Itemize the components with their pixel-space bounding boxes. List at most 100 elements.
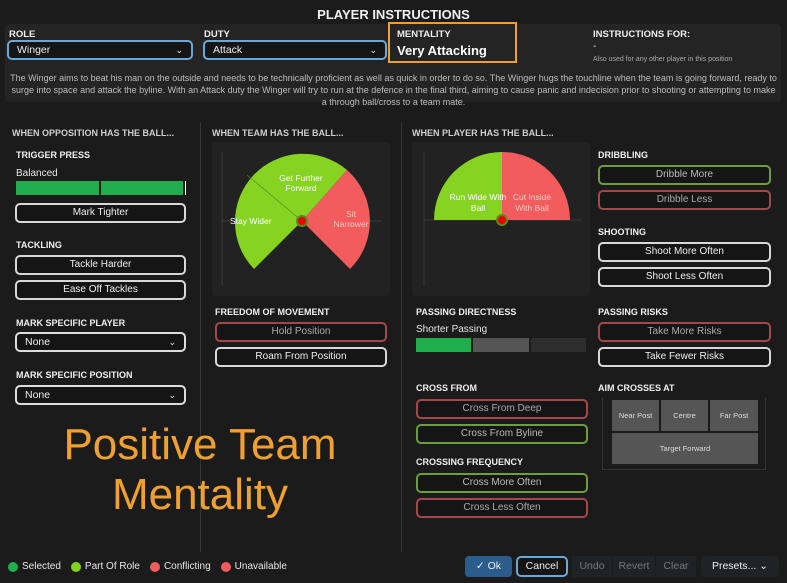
dot-icon [149,561,160,572]
instructions-for-note: Also used for any other player in this p… [593,56,733,63]
run-wide-option[interactable]: Run Wide With Ball [449,192,507,213]
watermark: Positive Team Mentality [20,420,380,520]
player-dribble-wheel[interactable] [412,142,590,296]
watermark-line: Positive Team [63,420,337,469]
trigger-press-label: TRIGGER PRESS [16,150,91,160]
mark-tighter-button[interactable]: Mark Tighter [15,203,186,223]
player-marker [496,214,508,226]
mark-position-label: MARK SPECIFIC POSITION [16,370,133,380]
shooting-label: SHOOTING [598,227,647,237]
aim-crosses-label: AIM CROSSES AT [598,383,675,393]
mark-position-select[interactable]: None ⌄ [15,385,186,405]
divider [401,122,402,552]
cancel-button[interactable]: Cancel [516,556,568,577]
hold-position-button[interactable]: Hold Position [215,322,387,342]
roam-from-position-button[interactable]: Roam From Position [215,347,387,367]
wedge-red[interactable] [502,152,570,220]
dribble-more-button[interactable]: Dribble More [598,165,771,185]
divider [200,122,201,552]
goal-area [602,398,766,470]
cross-from-label: CROSS FROM [416,383,478,393]
tackling-label: TACKLING [16,240,62,250]
trigger-press-slider[interactable] [16,181,186,195]
near-post-option[interactable]: Near Post [612,400,659,431]
passing-directness-value: Shorter Passing [416,324,488,335]
revert-button[interactable]: Revert [613,556,655,577]
freedom-label: FREEDOM OF MOVEMENT [215,307,330,317]
clear-button[interactable]: Clear [656,556,696,577]
opposition-ball-header: WHEN OPPOSITION HAS THE BALL... [12,128,175,138]
team-movement-wheel[interactable] [212,142,390,296]
sit-narrower-option[interactable]: Sit Narrower [333,209,369,229]
cross-from-deep-button[interactable]: Cross From Deep [416,399,588,419]
shoot-less-often-button[interactable]: Shoot Less Often [598,267,771,287]
far-post-option[interactable]: Far Post [710,400,758,431]
legend-label: Selected [22,561,61,572]
player-marker [296,215,308,227]
legend-label: Conflicting [163,561,211,572]
wedge-red[interactable] [302,170,370,269]
ok-button[interactable]: ✓ Ok [465,556,512,577]
dribbling-label: DRIBBLING [598,150,648,160]
watermark-line: Mentality [111,470,289,519]
centre-option[interactable]: Centre [661,400,708,431]
mark-player-select[interactable]: None ⌄ [15,332,186,352]
mark-player-value: None [25,336,51,348]
dot-icon [8,561,18,572]
instructions-for-label: INSTRUCTIONS FOR: [593,29,691,40]
ease-off-tackles-button[interactable]: Ease Off Tackles [15,280,186,300]
duty-select[interactable]: Attack ⌄ [203,40,387,60]
mentality-value: Very Attacking [397,43,487,58]
check-icon: ✓ [475,560,488,572]
dot-icon [220,561,231,572]
take-fewer-risks-button[interactable]: Take Fewer Risks [598,347,771,367]
header-panel [5,24,781,102]
legend-unavailable: Unavailable [220,561,287,572]
wedge-green[interactable] [434,152,502,220]
crossing-frequency-label: CROSSING FREQUENCY [416,457,524,467]
wheel-svg [423,152,582,286]
duty-label: DUTY [204,29,230,40]
dialog-title: PLAYER INSTRUCTIONS [317,7,470,22]
player-ball-header: WHEN PLAYER HAS THE BALL... [412,128,554,138]
aim-crosses-grid: Near Post Centre Far Post Target Forward [612,400,758,464]
shoot-more-often-button[interactable]: Shoot More Often [598,242,771,262]
get-further-forward-option[interactable]: Get Further Forward [279,173,323,193]
cross-more-often-button[interactable]: Cross More Often [416,473,588,493]
chevron-down-icon: ⌄ [759,560,769,572]
presets-label: Presets... [711,560,757,572]
cross-from-byline-button[interactable]: Cross From Byline [416,424,588,444]
chevron-down-icon: ⌄ [168,336,176,347]
legend-label: Part Of Role [84,561,140,572]
legend-label: Unavailable [234,561,287,572]
role-select[interactable]: Winger ⌄ [7,40,193,60]
chevron-down-icon: ⌄ [168,389,176,400]
cross-less-often-button[interactable]: Cross Less Often [416,498,588,518]
tackle-harder-button[interactable]: Tackle Harder [15,255,186,275]
role-description: The Winger aims to beat his man on the o… [10,73,777,107]
dribble-less-button[interactable]: Dribble Less [598,190,771,210]
mark-player-label: MARK SPECIFIC PLAYER [16,318,126,328]
team-ball-header: WHEN TEAM HAS THE BALL... [212,128,344,138]
passing-directness-label: PASSING DIRECTNESS [416,307,517,317]
legend-part-of-role: Part Of Role [70,561,140,572]
trigger-press-value: Balanced [16,168,58,179]
chevron-down-icon: ⌄ [175,44,183,55]
target-forward-option[interactable]: Target Forward [612,433,758,464]
role-value: Winger [17,44,51,56]
take-more-risks-button[interactable]: Take More Risks [598,322,771,342]
mark-position-value: None [25,389,51,401]
dot-icon [70,561,81,572]
stay-wider-option[interactable]: Stay Wider [230,216,272,226]
passing-directness-slider[interactable] [416,338,586,352]
presets-button[interactable]: Presets... ⌄ [701,556,779,577]
chevron-down-icon: ⌄ [369,44,377,55]
undo-button[interactable]: Undo [572,556,612,577]
legend: Selected Part Of Role Conflicting Unavai… [8,561,287,572]
wheel-svg [221,152,382,286]
mentality-highlight [388,22,517,63]
cut-inside-option[interactable]: Cut Inside With Ball [512,192,552,213]
passing-risks-label: PASSING RISKS [598,307,668,317]
legend-selected: Selected [8,561,61,572]
instructions-for-value: - [593,41,597,52]
